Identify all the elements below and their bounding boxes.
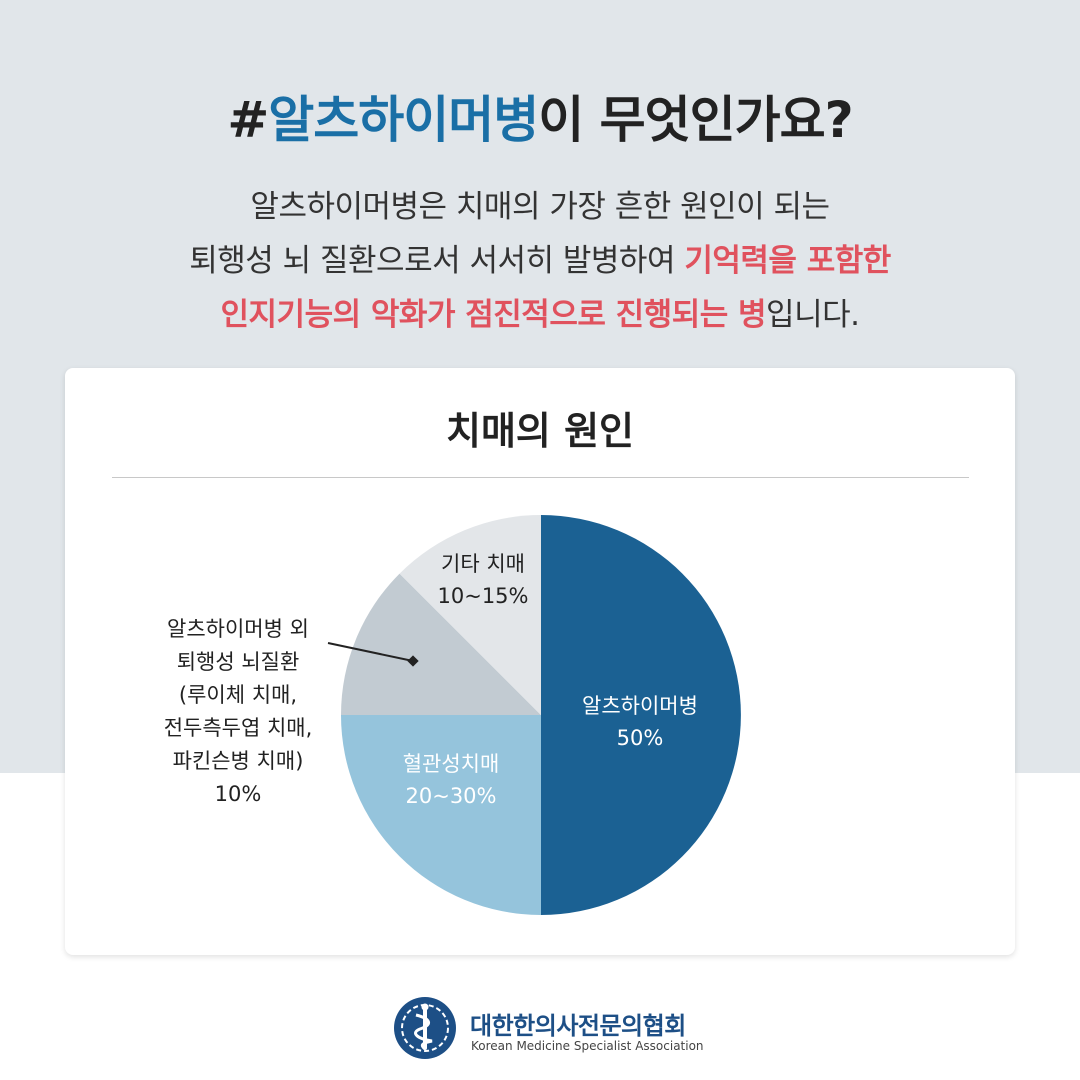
title-suffix: 이 무엇인가요?: [538, 91, 853, 149]
slice-label-1-0: 혈관성치매: [403, 752, 500, 776]
org-name: 대한한의사전문의협회: [470, 1012, 686, 1040]
leader-line: [327, 642, 414, 662]
slice-label-0-0: 알츠하이머병: [582, 694, 698, 718]
pie-slice-1: [341, 715, 541, 915]
org-name-en: Korean Medicine Specialist Association: [471, 1039, 704, 1053]
pie-slice-0: [541, 515, 741, 915]
title-prefix: #: [227, 91, 269, 149]
leader-marker: [407, 655, 419, 667]
slice-label-2-4: 파킨슨병 치매): [173, 749, 304, 773]
slice-label-3-0: 기타 치매: [441, 552, 525, 576]
slice-label-2-0: 알츠하이머병 외: [167, 617, 309, 641]
intro-text: 알츠하이머병은 치매의 가장 흔한 원인이 되는 퇴행성 뇌 질환으로서 서서히…: [0, 180, 1080, 342]
slice-label-1-1: 20~30%: [406, 784, 497, 808]
pie-slice-3: [399, 515, 541, 715]
intro-line-1: 알츠하이머병은 치매의 가장 흔한 원인이 되는: [250, 189, 830, 225]
pie-slice-2: [341, 573, 541, 715]
page-title: #알츠하이머병이 무엇인가요?: [0, 80, 1080, 152]
slice-label-3-1: 10~15%: [438, 584, 529, 608]
intro-line-2-highlight: 기억력을 포함한: [684, 243, 891, 279]
medical-caduceus-logo: [394, 997, 456, 1059]
intro-line-2: 퇴행성 뇌 질환으로서 서서히 발병하여 기억력을 포함한: [0, 234, 1080, 288]
slice-label-2-2: (루이체 치매,: [179, 683, 297, 707]
title-accent: 알츠하이머병: [268, 91, 539, 149]
chart-title: 치매의 원인: [445, 409, 635, 453]
chart-divider: [112, 477, 969, 478]
intro-line-3: 인지기능의 악화가 점진적으로 진행되는 병입니다.: [0, 288, 1080, 342]
slice-label-2-3: 전두측두엽 치매,: [164, 716, 313, 740]
intro-line-2-plain: 퇴행성 뇌 질환으로서 서서히 발병하여: [189, 243, 685, 279]
slice-label-0-1: 50%: [617, 726, 664, 750]
intro-line-3-highlight: 인지기능의 악화가 점진적으로 진행되는 병: [220, 297, 767, 333]
intro-line-3-plain: 입니다.: [766, 297, 860, 333]
slice-label-2-5: 10%: [215, 782, 262, 806]
slice-label-2-1: 퇴행성 뇌질환: [177, 650, 300, 674]
